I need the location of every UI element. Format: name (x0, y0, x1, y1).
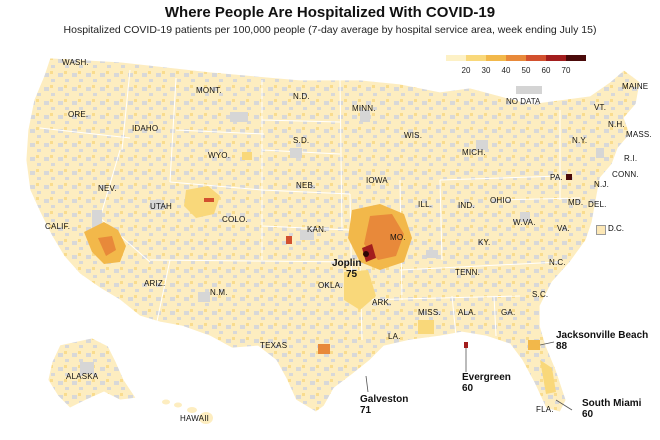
state-label-minn: MINN. (352, 104, 376, 113)
legend-tick-label: 30 (481, 66, 491, 75)
state-label-idaho: IDAHO (132, 124, 159, 133)
state-label-vt: VT. (594, 103, 607, 112)
callout-south-miami-value: 60 (582, 409, 594, 420)
state-label-wyo: WYO. (208, 151, 231, 160)
state-label-iowa: IOWA (366, 176, 388, 185)
callout-evergreen: Evergreen 60 (462, 372, 511, 394)
hawaii-shape (162, 399, 213, 424)
state-label-ariz: ARIZ. (144, 279, 166, 288)
state-label-calif: CALIF. (45, 222, 71, 231)
state-label-ill: ILL. (418, 200, 433, 209)
state-label-md: MD. (568, 198, 584, 207)
state-label-nj: N.J. (594, 180, 610, 189)
legend-swatch (566, 55, 586, 61)
callout-jacksonville-beach-value: 88 (556, 341, 568, 352)
no-data-swatch (516, 86, 542, 94)
state-label-nh: N.H. (608, 120, 625, 129)
state-label-del: DEL. (588, 200, 607, 209)
legend-swatch (506, 55, 526, 61)
legend-tick-label: 50 (521, 66, 531, 75)
state-label-okla: OKLA. (318, 281, 343, 290)
state-label-ark: ARK. (372, 298, 392, 307)
state-label-va: VA. (557, 224, 570, 233)
state-label-ky: KY. (478, 238, 491, 247)
state-label-nm: N.M. (210, 288, 228, 297)
callout-south-miami: South Miami 60 (582, 398, 641, 420)
legend-swatch (546, 55, 566, 61)
state-label-texas: TEXAS (260, 341, 288, 350)
state-label-wva: W.VA. (513, 218, 536, 227)
state-label-nc: N.C. (549, 258, 566, 267)
state-label-kan: KAN. (307, 225, 327, 234)
state-label-utah: UTAH (150, 202, 172, 211)
callout-joplin-value: 75 (346, 269, 358, 280)
state-label-colo: COLO. (222, 215, 248, 224)
state-label-nd: N.D. (293, 92, 310, 101)
state-label-mo: MO. (390, 233, 406, 242)
state-label-ind: IND. (458, 201, 475, 210)
callout-joplin-name: Joplin (332, 258, 362, 269)
state-label-fla: FLA. (536, 405, 554, 414)
legend-tick-label: 20 (461, 66, 471, 75)
state-label-pa: PA. (550, 173, 563, 182)
legend-tick-label: 60 (541, 66, 551, 75)
callout-jacksonville-beach: Jacksonville Beach 88 (556, 330, 648, 352)
dc-label: D.C. (608, 224, 624, 233)
legend-tick-label: 70 (561, 66, 571, 75)
state-label-la: LA. (388, 332, 401, 341)
callout-galveston-name: Galveston (360, 394, 409, 405)
state-label-ri: R.I. (624, 154, 638, 163)
state-label-ore: ORE. (68, 110, 89, 119)
state-label-neb: NEB. (296, 181, 316, 190)
state-label-sc: S.C. (532, 290, 549, 299)
state-label-ala: ALA. (458, 308, 477, 317)
callout-jacksonville-beach-name: Jacksonville Beach (556, 330, 649, 341)
state-label-maine: MAINE (622, 82, 649, 91)
state-label-miss: MISS. (418, 308, 441, 317)
dc-marker (596, 225, 606, 235)
state-label-nev: NEV. (98, 184, 117, 193)
legend-tick-label: 40 (501, 66, 511, 75)
callout-galveston-value: 71 (360, 405, 372, 416)
map-subtitle: Hospitalized COVID-19 patients per 100,0… (63, 24, 597, 36)
callout-south-miami-name: South Miami (582, 398, 642, 409)
callout-evergreen-name: Evergreen (462, 372, 511, 383)
hot-spots (84, 152, 572, 394)
state-label-mass: MASS. (626, 130, 652, 139)
state-label-ny: N.Y. (572, 136, 588, 145)
legend-swatch (466, 55, 486, 61)
legend-swatch (526, 55, 546, 61)
legend-swatch (446, 55, 466, 61)
state-label-wash: WASH. (62, 58, 89, 67)
no-data-label: NO DATA (506, 97, 541, 106)
legend-swatch (486, 55, 506, 61)
state-label-conn: CONN. (612, 170, 639, 179)
state-label-mont: MONT. (196, 86, 222, 95)
state-label-hawaii: HAWAII (180, 414, 210, 423)
callout-evergreen-value: 60 (462, 383, 474, 394)
state-label-tenn: TENN. (455, 268, 480, 277)
no-data-patches (80, 110, 604, 374)
state-label-wis: WIS. (404, 131, 423, 140)
state-label-ohio: OHIO (490, 196, 512, 205)
callout-joplin: Joplin 75 (332, 258, 361, 280)
state-label-alaska: ALASKA (66, 372, 99, 381)
state-label-ga: GA. (501, 308, 516, 317)
state-label-mich: MICH. (462, 148, 486, 157)
callout-leaders (365, 341, 573, 411)
callout-galveston: Galveston 71 (360, 394, 408, 416)
map-title: Where People Are Hospitalized With COVID… (164, 4, 496, 21)
state-label-sd: S.D. (293, 136, 310, 145)
